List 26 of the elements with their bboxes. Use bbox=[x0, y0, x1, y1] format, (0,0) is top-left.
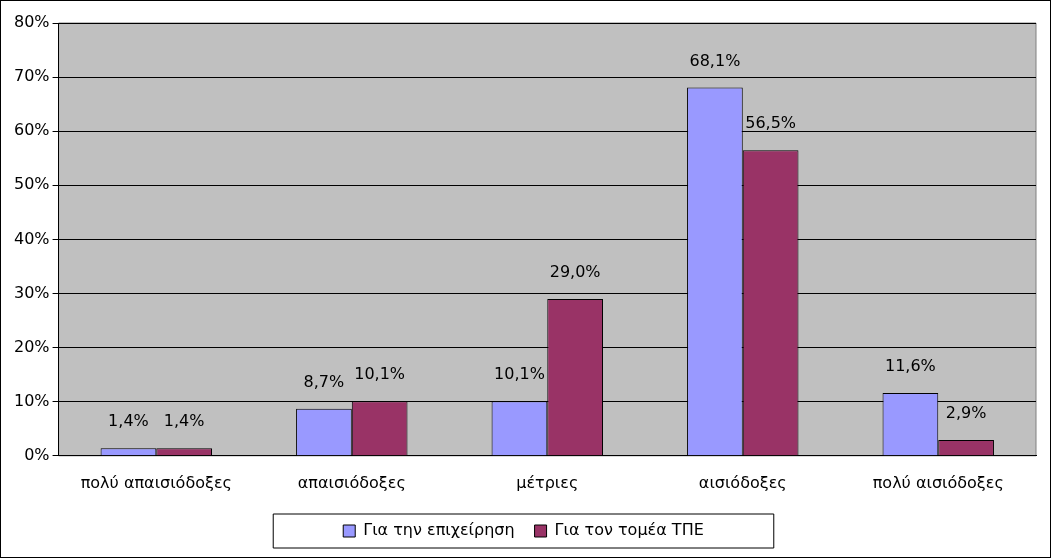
x-tick-label: μέτριες bbox=[516, 472, 579, 492]
x-tick-label: πολύ απαισιόδοξες bbox=[80, 472, 232, 492]
data-label: 29,0% bbox=[549, 262, 601, 282]
data-label: 1,4% bbox=[163, 411, 205, 431]
y-tick-label: 70% bbox=[14, 66, 50, 86]
data-label: 10,1% bbox=[494, 364, 545, 384]
legend-label: Για τον τομέα ΤΠΕ bbox=[554, 520, 704, 540]
y-tick-label: 30% bbox=[14, 282, 50, 302]
x-tick-label: απαισιόδοξες bbox=[297, 472, 406, 492]
x-tick-label: αισιόδοξες bbox=[698, 472, 787, 492]
data-label: 2,9% bbox=[945, 403, 987, 423]
y-tick-label: 50% bbox=[14, 174, 50, 194]
y-tick-label: 60% bbox=[14, 120, 50, 140]
x-tick-label: πολύ αισιόδοξες bbox=[872, 472, 1004, 492]
data-label: 68,1% bbox=[689, 50, 741, 70]
y-tick-label: 80% bbox=[14, 12, 50, 32]
legend-label: Για την επιχείρηση bbox=[363, 520, 515, 540]
data-label: 11,6% bbox=[884, 356, 936, 376]
data-label: 8,7% bbox=[303, 371, 345, 391]
data-label: 1,4% bbox=[108, 411, 149, 431]
data-label: 56,5% bbox=[745, 113, 797, 133]
y-tick-label: 10% bbox=[14, 390, 50, 410]
y-tick-label: 20% bbox=[14, 336, 50, 356]
data-label: 10,1% bbox=[354, 364, 406, 384]
y-tick-label: 0% bbox=[24, 444, 50, 464]
y-tick-label: 40% bbox=[14, 228, 50, 248]
